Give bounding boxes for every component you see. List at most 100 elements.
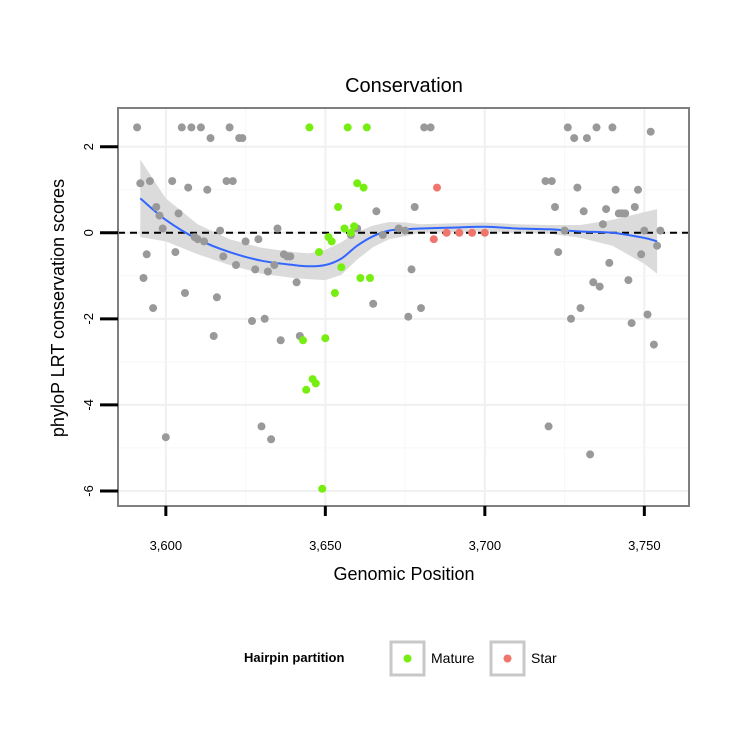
data-point-other [576, 304, 585, 313]
data-point-other [152, 203, 161, 211]
x-axis-title: Genomic Position [333, 564, 474, 584]
data-point-other [541, 177, 550, 186]
x-tick-label: 3,700 [469, 538, 502, 553]
data-point-other [643, 310, 652, 319]
data-point-other [232, 261, 240, 269]
data-point-other [257, 422, 266, 431]
data-point-other [653, 241, 662, 250]
legend-dot-star [503, 654, 512, 663]
data-point-mature [305, 123, 314, 132]
smooth-ribbon-layer [140, 159, 658, 281]
data-point-other [142, 250, 151, 259]
y-tick-label: 0 [81, 229, 96, 236]
data-point-mature [299, 336, 307, 345]
data-point-star [480, 228, 489, 237]
data-point-mature [350, 222, 359, 231]
data-point-other [410, 203, 419, 211]
points-layer [133, 123, 665, 493]
data-point-other [369, 299, 378, 308]
y-axis: 2 0 -2 -4 -6 [81, 143, 118, 497]
data-point-other [270, 261, 279, 269]
data-point-other [640, 226, 649, 235]
data-point-other [155, 211, 164, 220]
data-point-mature [318, 484, 327, 493]
y-tick-label: -2 [81, 313, 96, 325]
data-point-other [267, 435, 276, 444]
data-point-other [263, 267, 272, 276]
data-point-other [570, 134, 579, 143]
data-point-other [222, 177, 231, 186]
data-point-other [216, 226, 225, 235]
legend-label-mature: Mature [431, 650, 475, 666]
data-point-other [276, 336, 285, 345]
panel-border [117, 107, 690, 507]
data-point-other [605, 258, 614, 267]
data-point-other [133, 123, 142, 132]
data-point-other [238, 134, 247, 143]
data-point-other [241, 237, 250, 246]
data-point-other [203, 185, 212, 194]
data-point-other [149, 304, 158, 313]
data-point-other [372, 207, 381, 216]
data-point-other [193, 235, 202, 244]
data-point-other [394, 224, 403, 233]
plot-panel [118, 108, 689, 506]
data-point-other [637, 250, 646, 259]
data-point-mature [321, 334, 330, 343]
data-point-other [273, 224, 282, 233]
data-point-mature [353, 179, 362, 188]
data-point-other [225, 123, 234, 132]
data-point-other [592, 123, 601, 132]
data-point-mature [330, 289, 339, 297]
data-point-other [401, 226, 410, 235]
data-point-star [468, 228, 477, 237]
data-point-other [611, 185, 620, 194]
data-point-mature [343, 123, 352, 132]
data-point-other [602, 205, 611, 214]
data-point-other [136, 179, 145, 188]
data-point-other [158, 224, 167, 233]
data-point-other [161, 433, 170, 442]
data-point-other [286, 252, 295, 261]
data-point-other [547, 177, 556, 186]
data-point-other [554, 248, 563, 257]
data-point-other [624, 276, 633, 285]
data-point-other [145, 177, 154, 186]
y-axis-title: phyloP LRT conservation scores [48, 179, 68, 437]
data-point-other [567, 314, 575, 323]
data-point-star [429, 235, 438, 244]
data-point-mature [302, 385, 311, 394]
data-point-other [595, 282, 604, 291]
data-point-mature [334, 203, 343, 211]
data-point-other [608, 123, 617, 132]
x-tick-label: 3,650 [309, 538, 342, 553]
data-point-other [646, 127, 655, 136]
data-point-other [378, 230, 387, 239]
data-point-other [184, 183, 193, 192]
x-tick-label: 3,600 [150, 538, 183, 553]
data-point-other [254, 235, 263, 244]
data-point-other [196, 123, 205, 132]
data-point-other [212, 293, 221, 302]
y-tick-label: -6 [81, 485, 96, 497]
y-tick-label: -4 [81, 399, 96, 411]
data-point-other [177, 123, 186, 132]
data-point-other [621, 209, 630, 218]
data-point-other [630, 203, 639, 211]
data-point-mature [327, 237, 336, 246]
data-point-other [292, 278, 301, 287]
data-point-other [251, 265, 260, 274]
data-point-star [455, 228, 464, 237]
data-point-other [627, 319, 636, 328]
x-tick-label: 3,750 [628, 538, 661, 553]
data-point-other [598, 220, 607, 229]
data-point-other [200, 237, 209, 246]
legend-label-star: Star [531, 650, 557, 666]
data-point-other [589, 278, 598, 287]
data-point-other [219, 252, 228, 261]
data-point-other [563, 123, 572, 132]
data-point-other [187, 123, 196, 132]
data-point-mature [340, 224, 349, 233]
data-point-mature [366, 274, 374, 282]
data-point-other [656, 226, 665, 235]
